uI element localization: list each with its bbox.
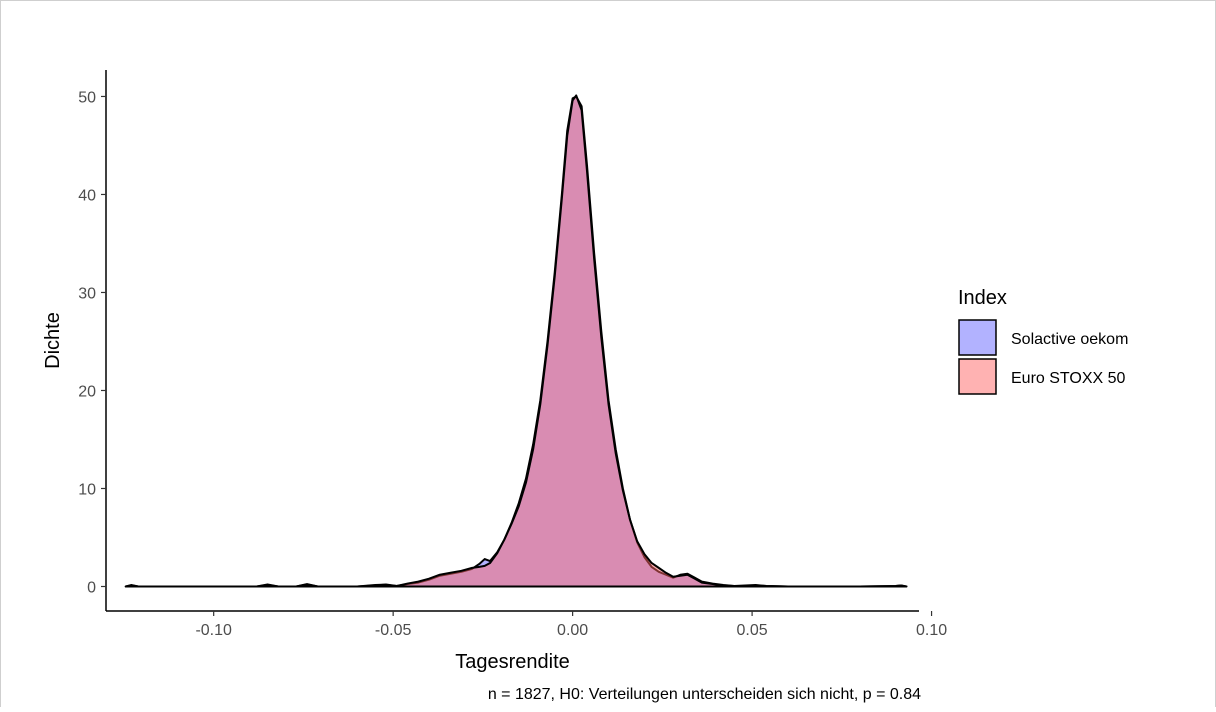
chart-caption: n = 1827, H0: Verteilungen unterscheiden… [488, 686, 921, 703]
x-tick-label: 0.10 [916, 622, 947, 639]
legend-items: Solactive oekom Euro STOXX 50 [958, 319, 1128, 395]
x-axis-title: Tagesrendite [455, 651, 570, 673]
legend-swatch [958, 358, 997, 395]
y-tick-label: 20 [78, 383, 96, 400]
series-layer [124, 94, 908, 588]
legend: Index Solactive oekom Euro STOXX 50 [958, 287, 1128, 395]
x-tick-label: -0.10 [195, 622, 232, 639]
axes-layer: -0.10 -0.05 0.00 0.05 0.10 0 10 20 30 40 50 [78, 70, 947, 639]
y-axis-title: Dichte [42, 312, 64, 369]
density-area-2 [124, 94, 908, 588]
x-tick-label: 0.05 [737, 622, 768, 639]
y-tick-label: 30 [78, 285, 96, 302]
y-tick-label: 50 [78, 89, 96, 106]
legend-label: Solactive oekom [1011, 331, 1128, 348]
x-ticks: -0.10 -0.05 0.00 0.05 0.10 [195, 611, 947, 639]
x-tick-label: 0.00 [557, 622, 588, 639]
y-ticks: 0 10 20 30 40 50 [78, 89, 106, 596]
y-tick-label: 40 [78, 187, 96, 204]
x-tick-label: -0.05 [375, 622, 412, 639]
y-tick-label: 0 [87, 579, 96, 596]
y-tick-label: 10 [78, 481, 96, 498]
legend-label: Euro STOXX 50 [1011, 370, 1126, 387]
legend-swatch [958, 319, 997, 356]
legend-title: Index [958, 287, 1007, 309]
